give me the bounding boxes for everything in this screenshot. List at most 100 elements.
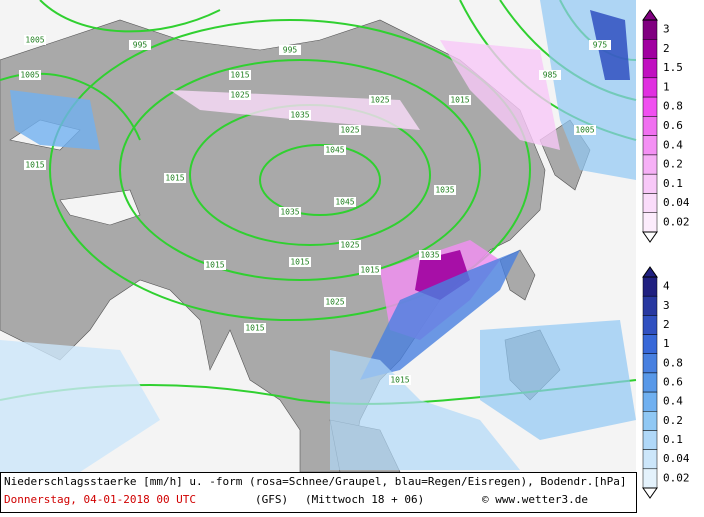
legend-label: 0.02 xyxy=(663,215,690,228)
isobar-label: 1015 xyxy=(165,174,184,183)
isobar-label: 1045 xyxy=(335,198,354,207)
legend-swatch xyxy=(642,276,658,297)
legend-swatch xyxy=(642,193,658,213)
isobar-label-bg xyxy=(324,145,346,155)
footer-date: Donnerstag, 04-01-2018 00 UTC xyxy=(4,493,196,506)
legend-swatch xyxy=(642,135,658,156)
legend-label: 0.04 xyxy=(663,196,690,209)
isobar-label-bg xyxy=(434,185,456,195)
legend-swatch xyxy=(642,58,658,79)
footer-description: Niederschlagsstaerke [mm/h] u. -form (ro… xyxy=(4,475,627,488)
legend-swatch xyxy=(642,430,658,450)
isobar-label-bg xyxy=(279,45,301,55)
isobar-label-bg xyxy=(24,35,46,45)
legend-swatch xyxy=(642,468,658,489)
legend-label: 0.1 xyxy=(663,433,683,446)
isobar-label-bg xyxy=(449,95,471,105)
legend-label: 0.1 xyxy=(663,177,683,190)
isobar-label: 1025 xyxy=(340,126,359,135)
isobar-label: 1035 xyxy=(280,208,299,217)
legend-label: 0.2 xyxy=(663,414,683,427)
caspian-sea xyxy=(59,189,141,226)
legend-label: 0.4 xyxy=(663,395,683,408)
isobar-label-bg xyxy=(339,125,361,135)
legend-label: 1 xyxy=(663,337,670,350)
isobar-label-bg xyxy=(164,173,186,183)
legend-swatch xyxy=(642,411,658,431)
legend-label: 0.02 xyxy=(663,471,690,484)
legend-label: 0.2 xyxy=(663,158,683,171)
legend-swatch xyxy=(642,154,658,175)
isobar-label-bg xyxy=(129,40,151,50)
legend-swatch xyxy=(642,295,658,316)
legend-label: 0.6 xyxy=(663,376,683,389)
isobar-label: 1015 xyxy=(390,376,409,385)
isobar-label-bg xyxy=(24,160,46,170)
isobar-label-bg xyxy=(229,90,251,100)
isobar-label: 1025 xyxy=(230,91,249,100)
legend-swatch xyxy=(642,391,658,412)
isobar-label-bg xyxy=(339,240,361,250)
isobar-labels: 1005 995 1015 1015 1025 1035 1045 1035 1025 1015 1… xyxy=(19,35,611,385)
isobar-label: 1015 xyxy=(205,261,224,270)
isobar-label-bg xyxy=(19,70,41,80)
isobar-label-bg xyxy=(229,70,251,80)
map: 1005 995 1015 1015 1025 1035 1045 1035 1025 1015 1… xyxy=(0,0,637,473)
isobar-label-bg xyxy=(359,265,381,275)
isobar-label: 985 xyxy=(543,71,558,80)
isobar-label: 1025 xyxy=(370,96,389,105)
isobar-label: 1015 xyxy=(290,258,309,267)
isobar-label-bg xyxy=(574,125,596,135)
isobar-label: 1035 xyxy=(420,251,439,260)
isobar-label-bg xyxy=(289,257,311,267)
isobar-label: 975 xyxy=(593,41,608,50)
isobar-label: 1035 xyxy=(290,111,309,120)
isobar-label-bg xyxy=(389,375,411,385)
isobar-label: 1015 xyxy=(360,266,379,275)
isobar-label: 995 xyxy=(133,41,148,50)
isobar-label: 1015 xyxy=(25,161,44,170)
footer-model: (GFS) xyxy=(255,493,288,506)
legend-swatch xyxy=(642,212,658,233)
legend-label: 0.04 xyxy=(663,452,690,465)
isobar-label-bg xyxy=(419,250,441,260)
legend-swatch xyxy=(642,372,658,393)
legend-label: 0.8 xyxy=(663,100,683,113)
isobar-label: 1005 xyxy=(20,71,39,80)
legend-label: 3 xyxy=(663,299,670,312)
legend-swatch xyxy=(642,96,658,117)
isobar-label-bg xyxy=(369,95,391,105)
legends: 3 2 1.5 1 0.8 0.6 0.4 0.2 0.1 0.04 0.02 4 3 2 1 0.8 0.6 0… xyxy=(642,9,690,499)
legend-arrow xyxy=(642,9,658,21)
legend-label: 4 xyxy=(663,280,670,293)
legend-label: 1 xyxy=(663,80,670,93)
isobar-label-bg xyxy=(279,207,301,217)
isobar-label-bg xyxy=(334,197,356,207)
footer-box xyxy=(0,472,637,513)
isobar-label-bg xyxy=(289,110,311,120)
footer-credit: © www.wetter3.de xyxy=(482,493,588,506)
isobar-label: 1005 xyxy=(575,126,594,135)
isobar-label-bg xyxy=(204,260,226,270)
legend-label: 0.8 xyxy=(663,356,683,369)
isobar-label: 1015 xyxy=(230,71,249,80)
legend-arrow xyxy=(642,266,658,278)
footer-run: (Mittwoch 18 + 06) xyxy=(305,493,424,506)
isobar-label: 1015 xyxy=(245,324,264,333)
legend-label: 2 xyxy=(663,318,670,331)
isobar-label: 1015 xyxy=(450,96,469,105)
legend-label: 0.6 xyxy=(663,119,683,132)
isobar-label: 1025 xyxy=(340,241,359,250)
legend-swatch xyxy=(642,116,658,136)
isobar-label: 995 xyxy=(283,46,298,55)
isobar-label-bg xyxy=(539,70,561,80)
isobar-label-bg xyxy=(589,40,611,50)
legend-label: 2 xyxy=(663,42,670,55)
legend-swatch xyxy=(642,315,658,335)
isobar-label: 1035 xyxy=(435,186,454,195)
legend-swatch xyxy=(642,19,658,40)
legend-swatch xyxy=(642,77,658,98)
legend-swatch xyxy=(642,449,658,470)
legend-arrow xyxy=(642,231,658,243)
